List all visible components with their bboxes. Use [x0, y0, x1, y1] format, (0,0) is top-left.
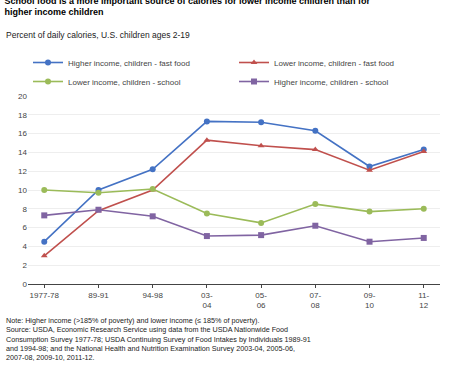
svg-text:89-91: 89-91 — [88, 291, 109, 300]
svg-text:10: 10 — [18, 186, 27, 195]
svg-text:94-98: 94-98 — [142, 291, 163, 300]
svg-text:2: 2 — [23, 261, 28, 270]
svg-text:Percent of daily calories, U.S: Percent of daily calories, U.S. children… — [6, 30, 190, 40]
svg-text:Lower income, children - schoo: Lower income, children - school — [68, 78, 181, 87]
svg-text:8: 8 — [23, 205, 28, 214]
svg-text:1977-78: 1977-78 — [30, 291, 60, 300]
svg-text:0: 0 — [23, 280, 28, 289]
svg-text:07-08: 07-08 — [310, 291, 322, 310]
svg-text:4: 4 — [23, 242, 28, 251]
svg-text:Lower income, children - fast: Lower income, children - fast food — [274, 59, 394, 68]
svg-text:12: 12 — [18, 167, 27, 176]
svg-text:Higher income, children - fast: Higher income, children - fast food — [68, 59, 190, 68]
svg-text:03-04: 03-04 — [201, 291, 213, 310]
svg-text:18: 18 — [18, 111, 27, 120]
svg-text:Note: Higher income (>185% of: Note: Higher income (>185% of poverty) a… — [6, 316, 311, 362]
svg-text:Higher income, children - scho: Higher income, children - school — [274, 78, 388, 87]
svg-text:14: 14 — [18, 148, 27, 157]
svg-text:School food is a more importan: School food is a more important source o… — [5, 0, 371, 17]
svg-text:05-06: 05-06 — [255, 291, 267, 310]
svg-text:16: 16 — [18, 129, 27, 138]
svg-text:6: 6 — [23, 223, 28, 232]
svg-text:20: 20 — [18, 92, 27, 101]
svg-text:11-12: 11-12 — [418, 291, 429, 310]
svg-text:09-10: 09-10 — [364, 291, 376, 310]
